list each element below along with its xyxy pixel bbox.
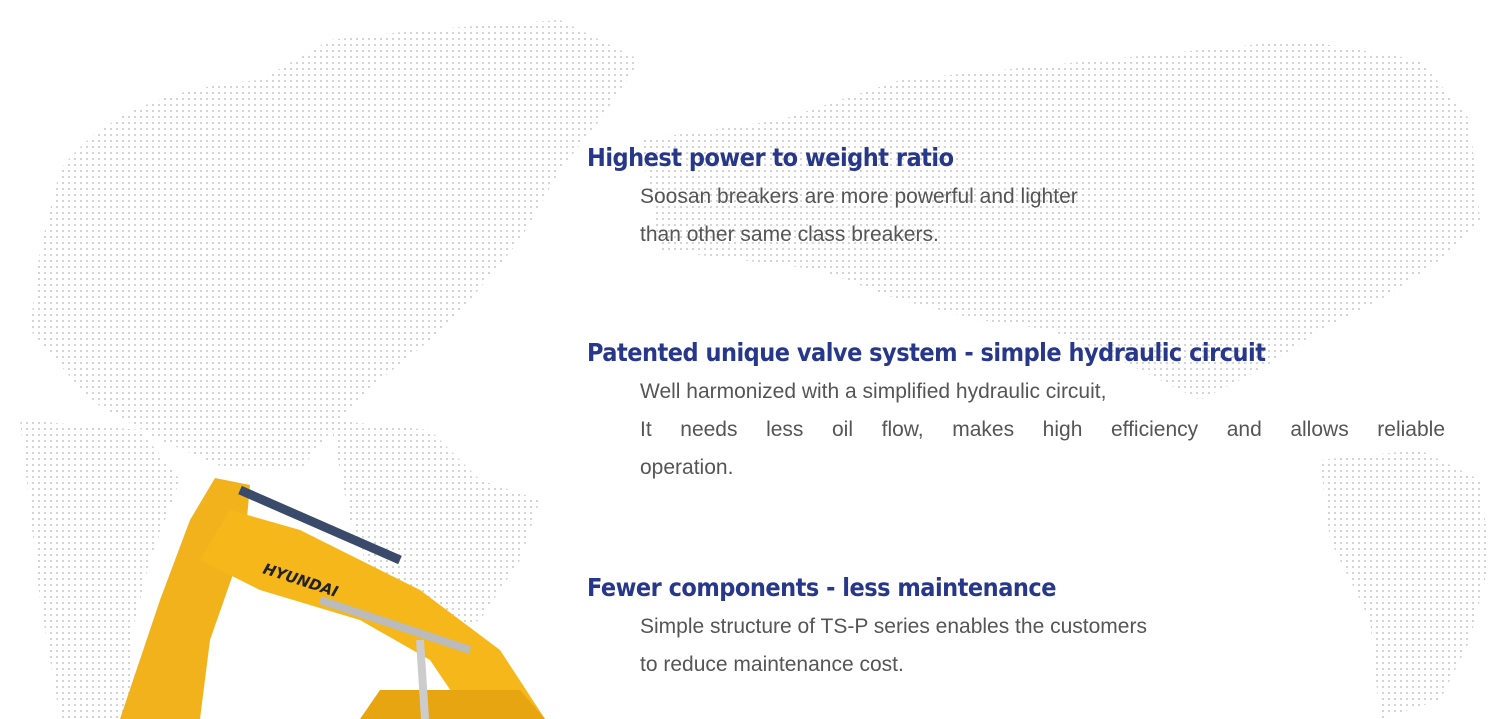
feature-title: Patented unique valve system - simple hy…: [587, 338, 1457, 368]
description-line: It needs less oil flow, makes high effic…: [640, 411, 1445, 449]
feature: Patented unique valve system - simple hy…: [587, 338, 1457, 487]
feature: Fewer components - less maintenance Simpl…: [587, 573, 1457, 684]
cylinder: [420, 640, 425, 719]
description-line: Well harmonized with a simplified hydrau…: [640, 373, 1457, 411]
feature-title: Fewer components - less maintenance: [587, 573, 1457, 603]
feature-title: Highest power to weight ratio: [587, 143, 1457, 173]
description-line: than other same class breakers.: [640, 216, 1457, 254]
description-line: Soosan breakers are more powerful and li…: [640, 178, 1457, 216]
feature-description: Simple structure of TS-P series enables …: [587, 608, 1457, 684]
description-line: to reduce maintenance cost.: [640, 646, 1457, 684]
feature: Highest power to weight ratio Soosan brea…: [587, 143, 1457, 254]
description-line: operation.: [640, 449, 1457, 487]
feature-description: Soosan breakers are more powerful and li…: [587, 178, 1457, 254]
feature-description: Well harmonized with a simplified hydrau…: [587, 373, 1457, 487]
description-line: Simple structure of TS-P series enables …: [640, 608, 1457, 646]
page: HYUNDAI Highest power to weight ratioSoo…: [0, 0, 1493, 719]
